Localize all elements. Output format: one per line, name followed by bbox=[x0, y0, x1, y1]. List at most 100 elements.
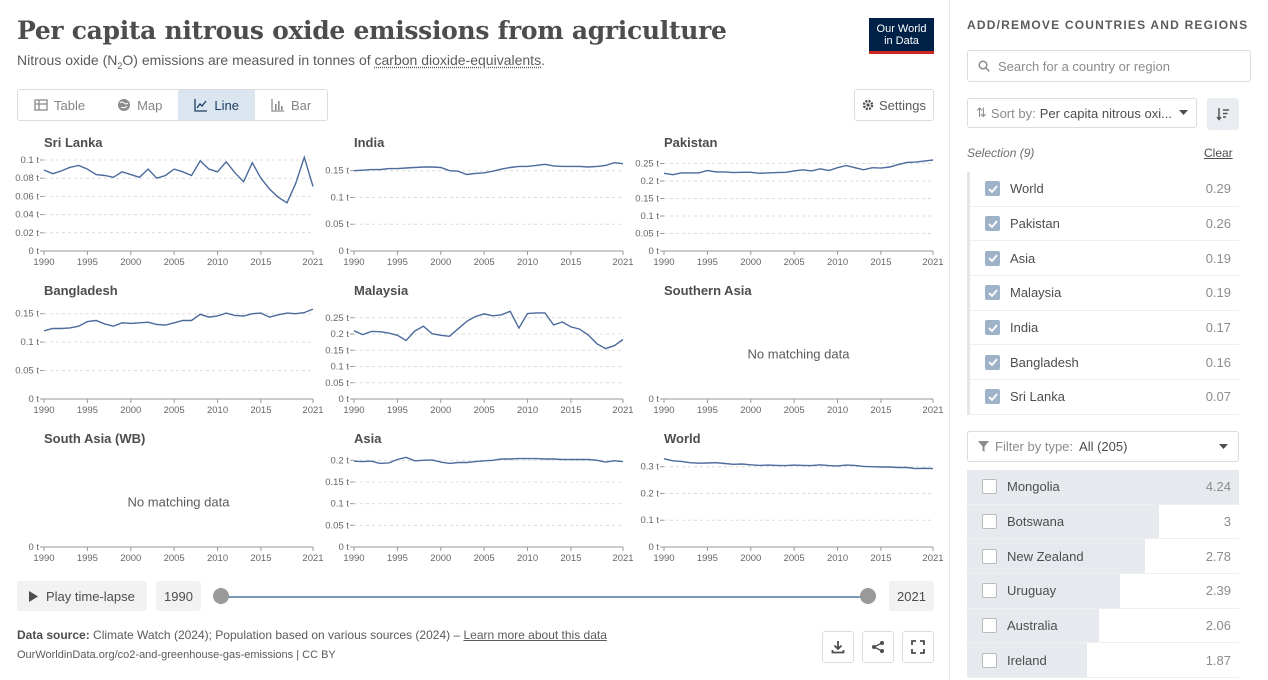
page-title: Per capita nitrous oxide emissions from … bbox=[17, 16, 727, 45]
checkbox-checked[interactable] bbox=[985, 250, 1000, 266]
learn-more-link[interactable]: Learn more about this data bbox=[463, 628, 607, 642]
x-tick-label: 1990 bbox=[33, 553, 54, 564]
available-entity-row[interactable]: Botswana 3 bbox=[967, 504, 1239, 540]
entity-name: Mongolia bbox=[1007, 479, 1060, 495]
y-tick-label: 0.05 t bbox=[325, 219, 349, 230]
series-line[interactable] bbox=[43, 154, 314, 204]
subtitle-end: . bbox=[541, 52, 545, 68]
series-line[interactable] bbox=[353, 456, 624, 465]
checkbox-unchecked[interactable] bbox=[982, 479, 997, 495]
entity-name: World bbox=[1010, 181, 1044, 197]
selected-entity-row[interactable]: Asia 0.19 bbox=[970, 241, 1239, 277]
checkbox-unchecked[interactable] bbox=[982, 652, 997, 668]
tab-bar-label: Bar bbox=[290, 97, 312, 113]
selected-entity-row[interactable]: World 0.29 bbox=[970, 172, 1239, 207]
fullscreen-button[interactable] bbox=[902, 631, 934, 663]
selected-entity-row[interactable]: Bangladesh 0.16 bbox=[970, 345, 1239, 381]
selected-entity-row[interactable]: Sri Lanka 0.07 bbox=[970, 380, 1239, 415]
y-tick-label: 0.15 t bbox=[15, 309, 39, 320]
x-tick-label: 2015 bbox=[560, 257, 581, 268]
checkbox-checked[interactable] bbox=[985, 389, 1000, 405]
available-entity-row[interactable]: New Zealand 2.78 bbox=[967, 539, 1239, 575]
panel-title: Pakistan bbox=[664, 135, 718, 150]
share-button[interactable] bbox=[862, 631, 894, 663]
timeline-start-year[interactable]: 1990 bbox=[156, 581, 201, 611]
sort-order-button[interactable] bbox=[1207, 98, 1239, 130]
y-tick-label: 0.1 t bbox=[331, 362, 350, 373]
y-tick-label: 0 t bbox=[338, 394, 349, 405]
x-tick-label: 2010 bbox=[827, 405, 848, 416]
source-label: Data source: bbox=[17, 628, 90, 642]
selected-entity-row[interactable]: India 0.17 bbox=[970, 311, 1239, 346]
sort-by-select[interactable]: ⇅ Sort by: Per capita nitrous oxi... bbox=[967, 98, 1197, 128]
x-tick-label: 2010 bbox=[207, 257, 228, 268]
entity-value: 0.29 bbox=[1205, 181, 1231, 197]
series-line[interactable] bbox=[43, 308, 314, 332]
x-tick-label: 2000 bbox=[120, 257, 141, 268]
play-timelapse-button[interactable]: Play time-lapse bbox=[17, 581, 147, 611]
x-tick-label: 2000 bbox=[430, 405, 451, 416]
checkbox-unchecked[interactable] bbox=[982, 514, 997, 530]
owid-logo[interactable]: Our World in Data bbox=[869, 18, 934, 54]
tab-table[interactable]: Table bbox=[18, 90, 101, 120]
panel-southern-asia: Southern Asia 1990 1995 2000 2005 2010 2015 202… bbox=[648, 283, 943, 416]
series-line[interactable] bbox=[353, 161, 624, 176]
clear-selection-button[interactable]: Clear bbox=[1204, 146, 1233, 160]
timeline-start-handle[interactable] bbox=[213, 588, 229, 604]
checkbox-unchecked[interactable] bbox=[982, 618, 997, 634]
available-entity-row[interactable]: Ireland 1.87 bbox=[967, 643, 1239, 679]
checkbox-checked[interactable] bbox=[985, 285, 1000, 301]
x-tick-label: 2005 bbox=[474, 405, 495, 416]
checkbox-checked[interactable] bbox=[985, 320, 1000, 336]
tab-bar[interactable]: Bar bbox=[255, 90, 327, 120]
check-icon bbox=[987, 393, 998, 401]
timeline: Play time-lapse 1990 2021 bbox=[17, 581, 934, 613]
checkbox-checked[interactable] bbox=[985, 354, 1000, 370]
selected-entity-row[interactable]: Malaysia 0.19 bbox=[970, 276, 1239, 311]
series-line[interactable] bbox=[663, 159, 934, 176]
check-icon bbox=[987, 185, 998, 193]
tab-line[interactable]: Line bbox=[178, 90, 255, 120]
settings-button[interactable]: Settings bbox=[854, 89, 934, 121]
download-button[interactable] bbox=[822, 631, 854, 663]
entity-name: Ireland bbox=[1007, 652, 1047, 668]
x-tick-label: 2000 bbox=[120, 553, 141, 564]
play-label: Play time-lapse bbox=[46, 588, 135, 604]
panel-title: Sri Lanka bbox=[44, 135, 103, 150]
data-source: Data source: Climate Watch (2024); Popul… bbox=[17, 628, 607, 642]
panel-asia: Asia 1990 1995 2000 2005 2010 2015 2021 0 t 0.05 … bbox=[325, 431, 633, 564]
tab-map[interactable]: Map bbox=[101, 90, 178, 120]
available-entity-row[interactable]: Uruguay 2.39 bbox=[967, 574, 1239, 609]
y-tick-label: 0.1 t bbox=[21, 155, 40, 166]
checkbox-unchecked[interactable] bbox=[982, 548, 997, 564]
filter-by-type-select[interactable]: Filter by type: All (205) bbox=[967, 431, 1239, 462]
x-tick-label: 1990 bbox=[653, 553, 674, 564]
line-chart-icon bbox=[194, 99, 208, 112]
x-tick-label: 2010 bbox=[827, 553, 848, 564]
y-tick-label: 0.3 t bbox=[641, 462, 660, 473]
x-tick-label: 1995 bbox=[77, 405, 98, 416]
selected-entity-row[interactable]: Pakistan 0.26 bbox=[970, 207, 1239, 242]
country-search-input[interactable]: Search for a country or region bbox=[967, 50, 1251, 82]
series-line[interactable] bbox=[353, 310, 624, 350]
timeline-end-handle[interactable] bbox=[860, 588, 876, 604]
available-entity-row[interactable]: Australia 2.06 bbox=[967, 608, 1239, 644]
co2-equivalents-link[interactable]: carbon dioxide-equivalents bbox=[374, 52, 542, 68]
panel-title: Malaysia bbox=[354, 283, 409, 298]
checkbox-unchecked[interactable] bbox=[982, 583, 997, 599]
checkbox-checked[interactable] bbox=[985, 216, 1000, 232]
available-entity-row[interactable]: Mongolia 4.24 bbox=[967, 470, 1239, 505]
entity-name: New Zealand bbox=[1007, 548, 1084, 564]
chart-area: Per capita nitrous oxide emissions from … bbox=[15, 0, 950, 680]
x-tick-label: 2015 bbox=[250, 257, 271, 268]
x-tick-label: 2000 bbox=[430, 257, 451, 268]
y-tick-label: 0 t bbox=[648, 246, 659, 257]
timeline-end-year[interactable]: 2021 bbox=[889, 581, 934, 611]
timeline-track[interactable] bbox=[220, 596, 868, 598]
entity-name: Uruguay bbox=[1007, 583, 1057, 599]
sort-arrows-icon: ⇅ bbox=[976, 105, 987, 120]
x-tick-label: 2021 bbox=[302, 257, 323, 268]
series-line[interactable] bbox=[663, 458, 934, 470]
x-tick-label: 1990 bbox=[343, 257, 364, 268]
checkbox-checked[interactable] bbox=[985, 181, 1000, 197]
